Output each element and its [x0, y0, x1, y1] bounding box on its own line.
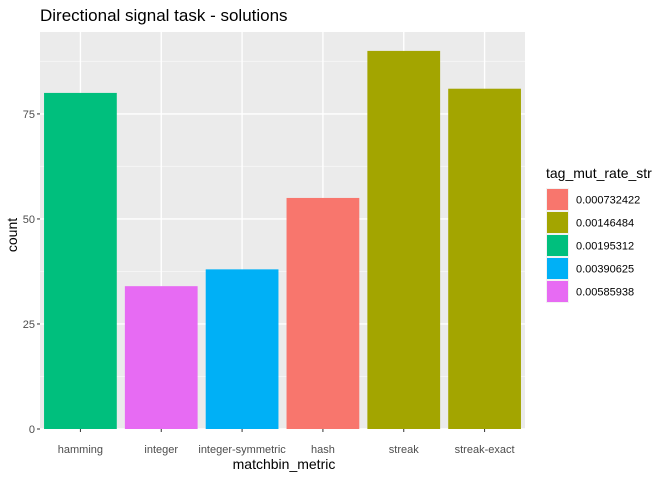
- legend-key-swatch: [547, 258, 568, 279]
- legend-key-swatch: [547, 212, 568, 233]
- x-axis: hamming integer integer-symmetric hash strea…: [58, 429, 515, 456]
- legend-title: tag_mut_rate_str: [546, 165, 652, 181]
- bar-hamming: [44, 92, 117, 429]
- x-tick-label: integer-symmetric: [198, 444, 286, 456]
- bar-integer-symmetric: [205, 269, 279, 429]
- x-tick-label: hamming: [58, 444, 103, 456]
- bar-hash: [286, 197, 360, 429]
- plot-panel: [40, 32, 525, 429]
- legend-label: 0.00146484: [576, 218, 634, 230]
- legend-label: 0.00195312: [576, 241, 634, 253]
- y-axis: 0 25 50 75: [23, 109, 40, 436]
- y-tick-label: 0: [29, 424, 35, 436]
- chart-title: Directional signal task - solutions: [40, 6, 288, 25]
- x-tick-label: streak: [389, 444, 419, 456]
- bar-integer: [124, 286, 198, 429]
- legend: tag_mut_rate_str 0.000732422 0.00146484 0.…: [546, 165, 652, 303]
- legend-key-swatch: [547, 189, 568, 210]
- x-tick-label: streak-exact: [455, 444, 515, 456]
- y-axis-title: count: [4, 218, 20, 252]
- x-tick-label: integer: [144, 444, 178, 456]
- legend-label: 0.00390625: [576, 264, 634, 276]
- y-tick-label: 25: [23, 319, 35, 331]
- y-tick-label: 50: [23, 214, 35, 226]
- bar-streak: [367, 50, 441, 430]
- x-axis-title: matchbin_metric: [233, 456, 336, 472]
- legend-label: 0.00585938: [576, 287, 634, 299]
- x-tick-label: hash: [311, 444, 335, 456]
- legend-key-swatch: [547, 235, 568, 256]
- legend-label: 0.000732422: [576, 195, 640, 207]
- bars: [44, 50, 521, 430]
- bar-streak-exact: [448, 88, 521, 429]
- legend-key-swatch: [547, 281, 568, 302]
- y-tick-label: 75: [23, 109, 35, 121]
